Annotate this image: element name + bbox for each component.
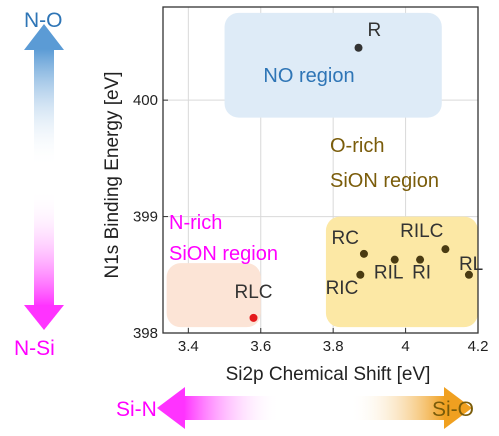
- x-tick-label-0: 3.4: [178, 338, 199, 355]
- data-point-rl: [464, 270, 473, 279]
- y-axis-label: N1s Binding Energy [eV]: [102, 71, 123, 278]
- region-2: [166, 263, 261, 328]
- region-label-0-0: NO region: [263, 65, 354, 87]
- data-label-rl: RL: [459, 254, 483, 275]
- label-n-si: N-Si: [14, 337, 55, 360]
- data-point-ril: [390, 255, 399, 264]
- data-point-ric: [356, 270, 365, 279]
- y-tick-label-1: 399: [133, 209, 158, 226]
- data-point-r: [354, 43, 363, 52]
- y-tick-label-0: 398: [133, 325, 158, 342]
- region-label-1-0: O-rich: [330, 135, 384, 157]
- x-axis-label: Si2p Chemical Shift [eV]: [226, 364, 431, 385]
- label-si-n: Si-N: [116, 398, 157, 421]
- data-label-rc: RC: [331, 228, 358, 249]
- label-n-o: N-O: [24, 9, 63, 32]
- region-1: [325, 216, 478, 328]
- x-tick-label-1: 3.6: [250, 338, 271, 355]
- arrow-right-head: [444, 387, 472, 429]
- x-tick-label-4: 4.2: [468, 338, 489, 355]
- y-tick-label-2: 400: [133, 92, 158, 109]
- data-label-rlc: RLC: [235, 282, 273, 303]
- arrow-right-shaft: [350, 396, 445, 420]
- label-si-o: Si-O: [432, 398, 474, 421]
- region-label-2-1: SiON region: [169, 243, 278, 265]
- x-tick-label-2: 3.8: [323, 338, 344, 355]
- data-label-ri: RI: [412, 263, 431, 284]
- data-label-ril: RIL: [374, 263, 404, 284]
- arrow-down-shaft: [34, 190, 54, 306]
- x-tick-label-3: 4: [401, 338, 409, 355]
- plot-area: NO region O-rich SiON region N-rich SiON reg…: [133, 6, 489, 355]
- data-label-r: R: [368, 20, 382, 41]
- arrow-down-head: [24, 305, 64, 330]
- data-label-rilc: RILC: [400, 221, 443, 242]
- plot-frame: [162, 6, 479, 334]
- data-point-rilc: [441, 245, 450, 254]
- data-point-rlc: [249, 313, 258, 322]
- arrow-up-head: [24, 24, 64, 50]
- arrow-left-shaft: [184, 396, 280, 420]
- vertical-arrow: N-O N-Si: [14, 9, 64, 360]
- data-point-rc: [359, 249, 368, 258]
- region-label-1-1: SiON region: [330, 170, 439, 192]
- arrow-left-head: [157, 387, 185, 429]
- horizontal-arrows: Si-N Si-O: [116, 387, 474, 429]
- data-point-ri: [416, 255, 425, 264]
- data-label-ric: RIC: [326, 278, 359, 299]
- region-label-2-0: N-rich: [169, 212, 222, 234]
- region-0: [224, 12, 442, 118]
- arrow-up-shaft: [34, 49, 54, 167]
